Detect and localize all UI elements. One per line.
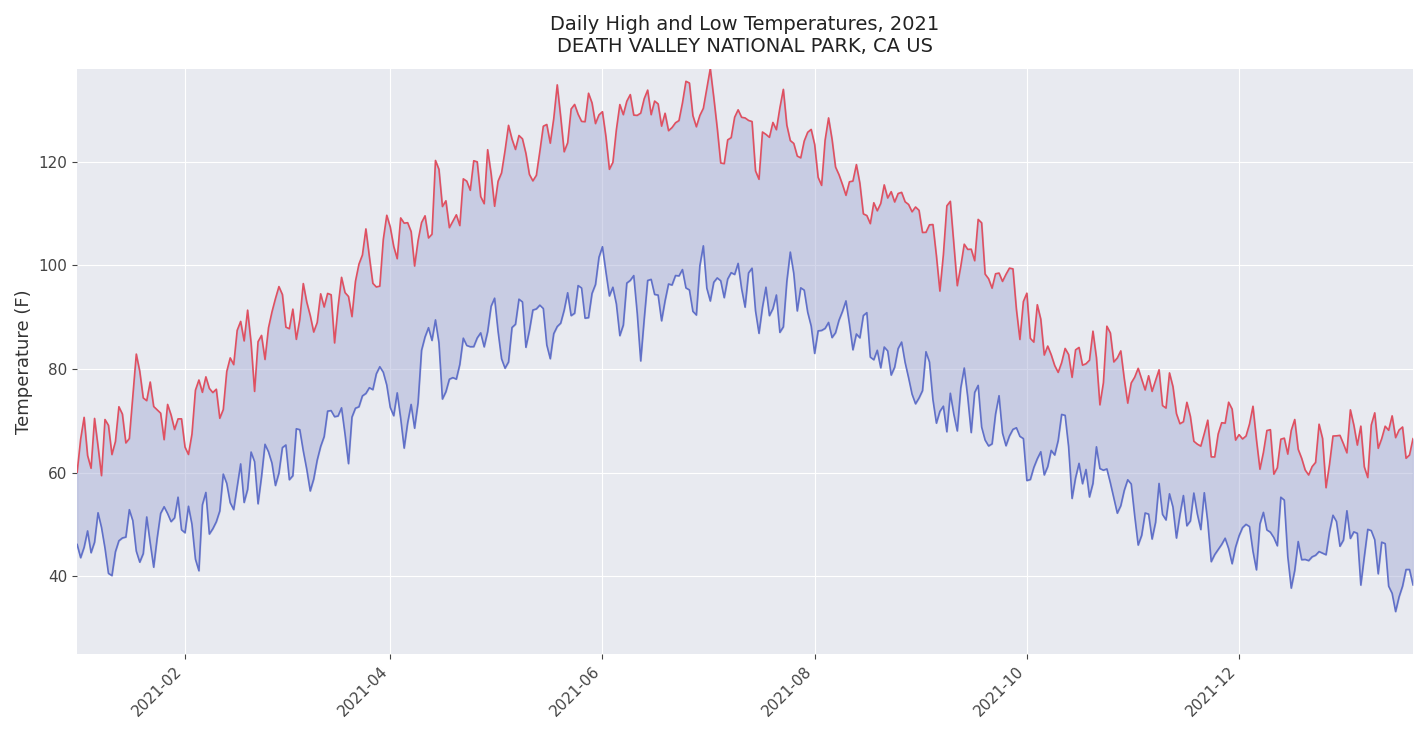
Title: Daily High and Low Temperatures, 2021
DEATH VALLEY NATIONAL PARK, CA US: Daily High and Low Temperatures, 2021 DE… [550,15,940,56]
Y-axis label: Temperature (F): Temperature (F) [16,289,33,434]
